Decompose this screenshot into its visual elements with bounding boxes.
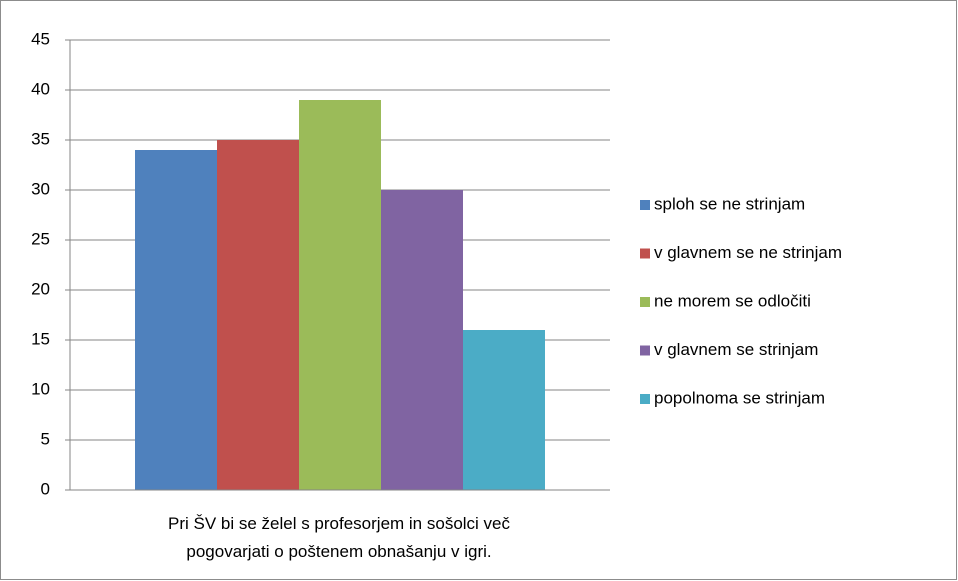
legend-swatch xyxy=(640,394,650,404)
legend-swatch xyxy=(640,345,650,356)
x-tick-label: Pri ŠV bi se želel s profesorjem in sošo… xyxy=(167,514,511,561)
bar xyxy=(463,330,545,490)
y-tick-label: 0 xyxy=(41,479,50,498)
legend-swatch xyxy=(640,297,650,307)
y-tick-label: 35 xyxy=(31,129,50,148)
y-tick-label: 30 xyxy=(31,179,50,198)
bar xyxy=(217,140,299,490)
legend-label: sploh se ne strinjam xyxy=(654,194,805,213)
y-tick-label: 40 xyxy=(31,79,50,98)
y-tick-label: 20 xyxy=(31,279,50,298)
y-tick-label: 10 xyxy=(31,379,50,398)
bar xyxy=(135,150,217,490)
legend-swatch xyxy=(640,248,650,259)
y-tick-label: 5 xyxy=(41,429,50,448)
y-tick-label: 15 xyxy=(31,329,50,348)
legend-swatch xyxy=(640,200,650,210)
legend-label: popolnoma se strinjam xyxy=(654,388,825,407)
bar xyxy=(381,190,463,490)
legend-label: v glavnem se strinjam xyxy=(654,340,818,359)
y-tick-label: 25 xyxy=(31,229,50,248)
y-tick-label: 45 xyxy=(31,29,50,48)
legend-label: v glavnem se ne strinjam xyxy=(654,243,842,262)
bar xyxy=(299,100,381,490)
legend-label: ne morem se odločiti xyxy=(654,291,811,310)
